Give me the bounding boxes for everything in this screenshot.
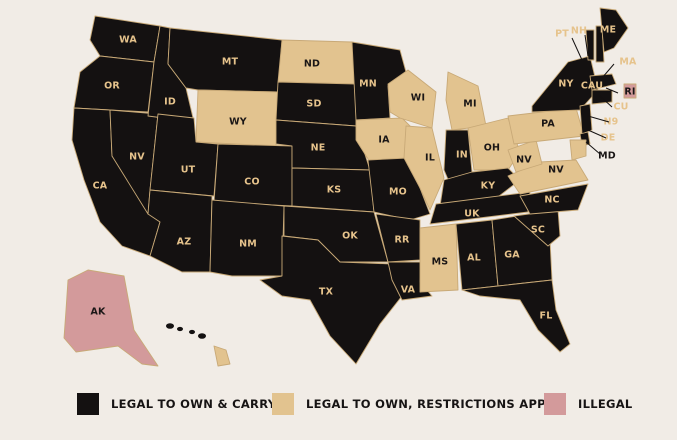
legend-swatch-legal-carry <box>77 393 99 415</box>
state-label-ky: KY <box>481 181 496 192</box>
state-wv <box>507 139 543 173</box>
state-label-ia: IA <box>378 135 390 146</box>
state-nh <box>595 25 605 63</box>
state-ak <box>63 269 159 367</box>
state-fl <box>461 279 571 353</box>
state-il <box>403 125 445 211</box>
legend: LEGAL TO OWN & CARRY LEGAL TO OWN, RESTR… <box>0 393 677 419</box>
state-label-oh: OH <box>484 143 500 154</box>
state-labels: WA OR CA NV ID MT WY UT AZ CO NM ND SD NE KS OK TX MN IA MO… <box>90 25 637 322</box>
hawaii-island-2 <box>177 326 183 332</box>
state-label-tn: UK <box>464 209 480 220</box>
state-label-ut: UT <box>181 165 196 176</box>
hawaii-island-4 <box>198 333 206 339</box>
state-label-or: OR <box>104 81 120 92</box>
state-md <box>569 139 587 161</box>
legend-label-restricted: LEGAL TO OWN, RESTRICTIONS APPLY <box>306 397 561 411</box>
state-label-nj: N9 <box>604 117 619 128</box>
state-label-ne: NE <box>311 143 326 154</box>
state-az <box>147 189 213 273</box>
legend-label-legal-carry: LEGAL TO OWN & CARRY <box>111 397 277 411</box>
state-vt <box>585 29 595 61</box>
state-tx <box>259 235 403 365</box>
state-label-nc: NC <box>544 195 559 206</box>
state-label-nh: NH <box>571 26 587 37</box>
state-label-ms: MS <box>432 257 449 268</box>
state-ms <box>419 223 459 293</box>
state-label-me: ME <box>600 25 616 36</box>
state-label-fl: FL <box>540 311 553 322</box>
state-tn <box>429 191 531 225</box>
hawaii-island-1 <box>166 323 174 329</box>
state-label-md: MD <box>598 151 616 162</box>
state-label-az: AZ <box>177 237 192 248</box>
state-label-al: AL <box>467 253 481 264</box>
state-label-tx: TX <box>319 287 334 298</box>
state-label-co: CO <box>244 177 259 188</box>
state-label-in: IN <box>456 150 468 161</box>
state-label-wy: WY <box>229 117 247 128</box>
state-me <box>599 7 629 53</box>
state-label-sd: SD <box>306 99 321 110</box>
state-nj <box>579 103 593 135</box>
state-label-ar: RR <box>394 235 410 246</box>
state-label-la: VA <box>401 285 416 296</box>
state-label-mi: MI <box>463 99 476 110</box>
state-label-ct: CU <box>613 102 628 113</box>
state-label-wv: NV <box>516 155 532 166</box>
state-label-mo: MO <box>389 187 407 198</box>
legend-label-illegal: ILLEGAL <box>578 397 633 411</box>
state-label-ma: MA <box>619 57 637 68</box>
state-label-ny: NY <box>558 79 573 90</box>
legend-swatch-restricted <box>272 393 294 415</box>
state-label-mt: MT <box>222 57 239 68</box>
state-label-ok: OK <box>342 231 358 242</box>
state-label-wi: WI <box>411 93 425 104</box>
state-label-pa: PA <box>541 119 555 130</box>
state-label-il: IL <box>425 153 435 164</box>
state-label-ak: AK <box>90 307 106 318</box>
state-label-ga: GA <box>504 250 520 261</box>
legend-item-illegal: ILLEGAL <box>544 393 633 415</box>
state-label-nm: NM <box>239 239 257 250</box>
legend-swatch-illegal <box>544 393 566 415</box>
state-nc <box>519 183 589 215</box>
state-label-sc: SC <box>531 225 545 236</box>
state-label-ks: KS <box>327 185 342 196</box>
state-shapes <box>63 7 637 367</box>
state-nm <box>209 199 285 277</box>
state-ct <box>591 89 613 105</box>
state-label-va: NV <box>548 165 564 176</box>
state-label-vt: PT <box>555 29 569 40</box>
state-label-ma-coast: CAU <box>581 81 603 92</box>
state-label-ri: RI <box>624 87 635 98</box>
connector-lines <box>571 34 619 155</box>
hawaii-island-3 <box>189 329 195 335</box>
state-label-mn: MN <box>359 79 377 90</box>
state-label-nd: ND <box>304 59 320 70</box>
state-label-nv: NV <box>129 152 145 163</box>
state-co <box>213 143 293 207</box>
state-label-wa: WA <box>119 35 137 46</box>
state-hi <box>213 345 231 367</box>
legend-item-restricted: LEGAL TO OWN, RESTRICTIONS APPLY <box>272 393 560 415</box>
state-label-id: ID <box>164 97 176 108</box>
state-label-ca: CA <box>93 181 108 192</box>
legend-item-legal-carry: LEGAL TO OWN & CARRY <box>77 393 276 415</box>
state-ri <box>623 83 637 99</box>
state-label-de: DE <box>601 133 616 144</box>
